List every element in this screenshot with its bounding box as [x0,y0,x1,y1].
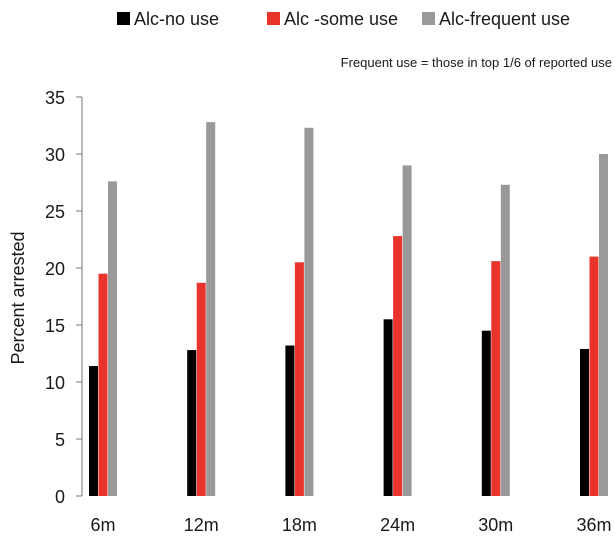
legend-label: Alc-no use [134,9,219,29]
legend-label: Alc -some use [284,9,398,29]
chart-note: Frequent use = those in top 1/6 of repor… [341,55,612,70]
y-tick-label: 35 [45,88,65,108]
bar-6m-no-use [89,366,98,496]
bar-6m-frequent-use [108,181,117,497]
y-tick-label: 20 [45,259,65,279]
bar-12m-no-use [187,350,197,496]
legend-swatch [117,12,130,25]
y-axis: 0 5 10 15 20 25 30 35 [45,88,83,507]
bar-30m-no-use [481,330,491,496]
bar-36m-some-use [589,256,599,496]
x-tick-label: 36m [576,515,611,535]
y-axis-label: Percent arrested [8,231,28,364]
bar-12m-some-use [196,282,206,496]
legend: Alc-no use Alc -some use Alc-frequent use [117,9,570,29]
bar-24m-some-use [393,236,403,496]
bar-36m-frequent-use [599,154,608,496]
x-tick-label: 30m [478,515,513,535]
bar-36m-no-use [580,348,589,496]
bar-18m-frequent-use [304,127,314,496]
x-tick-label: 18m [282,515,317,535]
bar-24m-frequent-use [402,165,412,496]
y-tick-label: 10 [45,373,65,393]
y-tick-label: 5 [55,430,65,450]
x-tick-label: 6m [90,515,115,535]
legend-swatch [267,12,280,25]
x-axis-ticks: 6m 12m 18m 24m 30m 36m [90,515,611,535]
bars [89,122,608,497]
y-tick-label: 15 [45,316,65,336]
bar-6m-some-use [98,273,108,496]
bar-18m-no-use [285,345,295,496]
legend-swatch [422,12,435,25]
y-tick-label: 30 [45,145,65,165]
y-tick-label: 0 [55,487,65,507]
bar-18m-some-use [294,262,304,496]
bar-12m-frequent-use [206,122,216,496]
legend-label: Alc-frequent use [439,9,570,29]
x-tick-label: 12m [184,515,219,535]
bar-24m-no-use [383,319,393,496]
bar-30m-some-use [491,261,501,496]
bar-30m-frequent-use [500,184,510,496]
y-tick-label: 25 [45,202,65,222]
x-tick-label: 24m [380,515,415,535]
